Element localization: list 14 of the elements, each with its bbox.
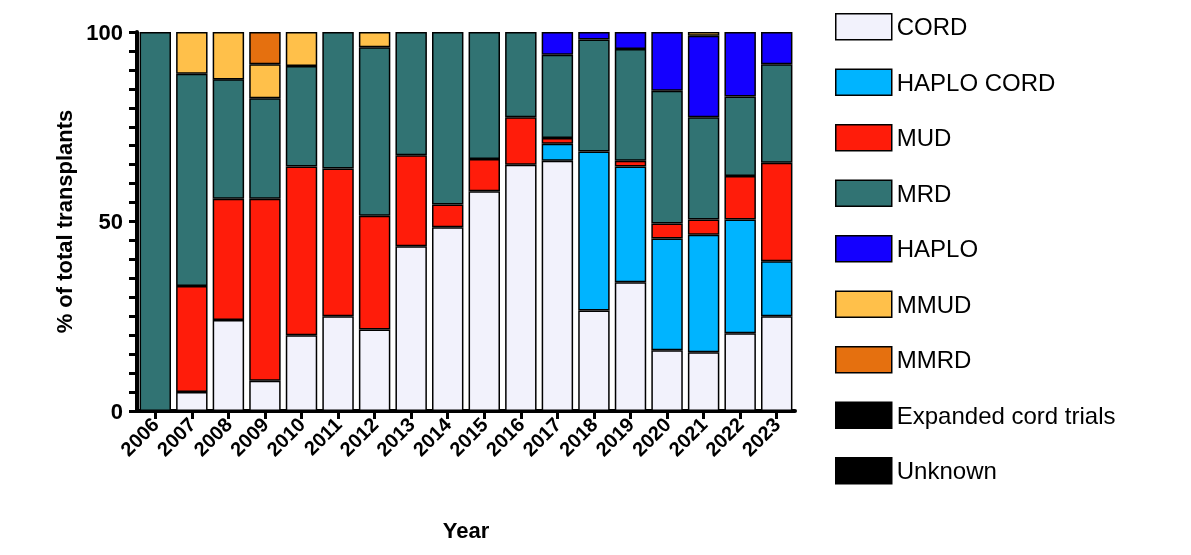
legend-label: CORD [896,13,968,41]
legend-label: HAPLO [896,235,979,263]
legend-label: MRD [896,179,952,207]
legend-label: Expanded cord trials [896,401,1116,429]
legend-label: Unknown [896,457,997,485]
legend-label: MMUD [896,290,972,318]
legend-label: MMRD [896,346,972,374]
y-axis-title: % of total transplants [51,109,77,334]
y-tick-label: 100 [86,19,123,45]
x-axis-title: Year [442,517,490,543]
legend-label: MUD [896,124,952,152]
legend-label: HAPLO CORD [896,68,1056,96]
y-tick-label: 0 [110,398,123,424]
y-tick-label: 50 [98,209,123,234]
